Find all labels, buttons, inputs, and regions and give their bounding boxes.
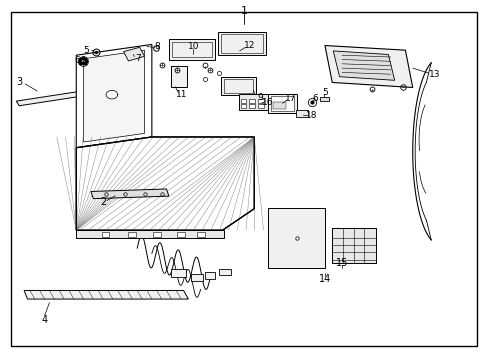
Text: 5: 5 — [322, 87, 327, 96]
Text: 9: 9 — [257, 93, 263, 102]
Text: 8: 8 — [155, 42, 160, 51]
Bar — [224, 79, 253, 93]
Bar — [267, 94, 297, 113]
Bar — [240, 99, 246, 103]
Text: 6: 6 — [75, 57, 81, 66]
Bar — [270, 96, 294, 111]
Bar — [249, 104, 255, 108]
Bar — [258, 104, 264, 108]
Text: 11: 11 — [176, 90, 187, 99]
Polygon shape — [76, 44, 152, 148]
Bar — [190, 274, 203, 281]
Polygon shape — [76, 137, 254, 230]
Bar — [221, 35, 263, 53]
Bar — [272, 102, 286, 109]
Text: 13: 13 — [428, 70, 440, 79]
Polygon shape — [83, 50, 144, 142]
Text: 2: 2 — [100, 197, 106, 207]
Bar — [267, 208, 325, 268]
Bar — [258, 99, 264, 103]
Text: 5: 5 — [83, 46, 89, 55]
Polygon shape — [123, 47, 144, 61]
Bar — [263, 157, 413, 281]
Bar — [102, 232, 109, 237]
Text: 15: 15 — [335, 258, 347, 268]
Bar — [221, 77, 256, 95]
Polygon shape — [91, 189, 168, 199]
Bar — [172, 41, 212, 57]
Bar — [177, 232, 184, 237]
Text: 1: 1 — [241, 6, 247, 16]
Text: 6: 6 — [312, 94, 317, 103]
Bar — [320, 97, 328, 101]
Bar — [168, 39, 215, 59]
Bar — [249, 99, 255, 103]
Bar — [171, 66, 186, 87]
Bar — [153, 232, 160, 237]
Polygon shape — [24, 291, 188, 299]
Bar — [219, 269, 231, 275]
Text: 16: 16 — [262, 98, 273, 107]
Bar — [128, 232, 136, 237]
Bar — [171, 269, 185, 277]
Polygon shape — [332, 51, 394, 80]
Text: 3: 3 — [16, 77, 22, 87]
Bar — [205, 272, 215, 279]
Text: 7: 7 — [135, 54, 141, 63]
Bar — [331, 228, 375, 263]
Text: 14: 14 — [318, 274, 330, 284]
Text: 4: 4 — [41, 315, 47, 325]
Bar — [217, 32, 266, 55]
Text: 12: 12 — [243, 41, 255, 50]
Polygon shape — [16, 89, 101, 106]
Bar — [240, 104, 246, 108]
Polygon shape — [76, 230, 224, 238]
Text: 17: 17 — [285, 94, 296, 103]
Bar — [295, 111, 307, 117]
Text: 10: 10 — [187, 42, 199, 51]
Polygon shape — [325, 45, 412, 87]
Bar — [238, 94, 268, 110]
Text: 18: 18 — [305, 111, 317, 120]
Bar — [196, 232, 204, 237]
